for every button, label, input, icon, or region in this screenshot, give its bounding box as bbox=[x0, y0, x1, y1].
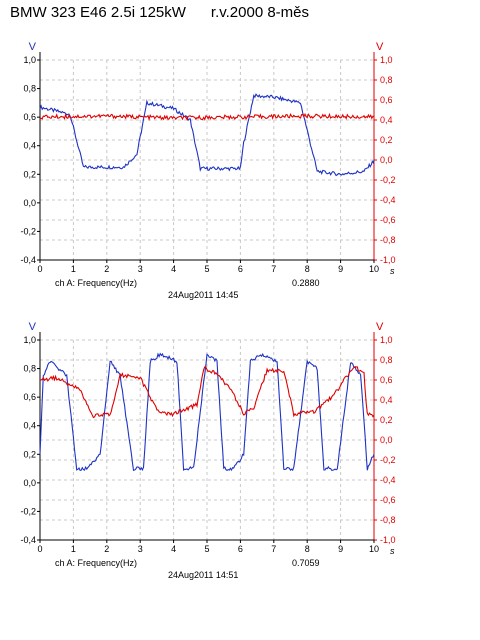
left-tick-label: 0,2 bbox=[23, 449, 36, 459]
left-tick-label: 0,4 bbox=[23, 421, 36, 431]
blue-signal-trace bbox=[39, 352, 375, 472]
right-tick-label: -0,4 bbox=[380, 195, 396, 205]
right-tick-label: 0,8 bbox=[380, 355, 393, 365]
right-tick-label: 0,6 bbox=[380, 375, 393, 385]
right-tick-label: -0,2 bbox=[380, 175, 396, 185]
left-tick-label: 0,4 bbox=[23, 141, 36, 151]
x-tick-label: 7 bbox=[271, 544, 276, 554]
right-tick-label: -0,4 bbox=[380, 475, 396, 485]
right-tick-label: 0,2 bbox=[380, 135, 393, 145]
left-axis-unit: V bbox=[29, 321, 37, 333]
right-axis-unit: V bbox=[376, 41, 384, 53]
x-tick-label: 4 bbox=[171, 544, 176, 554]
red-signal-trace bbox=[39, 112, 375, 122]
right-tick-label: 1,0 bbox=[380, 55, 393, 65]
x-tick-label: 1 bbox=[71, 544, 76, 554]
left-tick-label: 0,0 bbox=[23, 478, 36, 488]
timestamp: 24Aug2011 14:45 bbox=[168, 290, 238, 300]
left-tick-label: 0,6 bbox=[23, 112, 36, 122]
right-tick-label: -1,0 bbox=[380, 535, 396, 545]
x-tick-label: 9 bbox=[338, 264, 343, 274]
right-tick-label: -0,6 bbox=[380, 495, 396, 505]
right-tick-label: -0,2 bbox=[380, 455, 396, 465]
blue-signal-trace bbox=[39, 93, 375, 177]
right-axis-unit: V bbox=[376, 321, 384, 333]
x-tick-label: 0 bbox=[37, 264, 42, 274]
x-axis-label: s bbox=[390, 546, 395, 556]
left-tick-label: 0,8 bbox=[23, 364, 36, 374]
x-tick-label: 1 bbox=[71, 264, 76, 274]
x-tick-label: 8 bbox=[305, 264, 310, 274]
readout-value: 0.7059 bbox=[292, 558, 320, 568]
right-tick-label: 0,0 bbox=[380, 435, 393, 445]
right-tick-label: 0,4 bbox=[380, 395, 393, 405]
right-tick-label: 1,0 bbox=[380, 335, 393, 345]
x-tick-label: 10 bbox=[369, 264, 379, 274]
right-tick-label: 0,6 bbox=[380, 95, 393, 105]
right-tick-label: -0,8 bbox=[380, 235, 396, 245]
x-tick-label: 7 bbox=[271, 264, 276, 274]
oscilloscope-plot-1: -0,4 -0,2 0,0 0,2 0,4 0,6 0,8 1,0 -1,0 -0,8 -0,6 -0… bbox=[20, 41, 396, 300]
right-tick-label: 0,0 bbox=[380, 155, 393, 165]
left-tick-label: 0,6 bbox=[23, 392, 36, 402]
left-tick-label: 1,0 bbox=[23, 335, 36, 345]
right-tick-label: 0,2 bbox=[380, 415, 393, 425]
left-tick-label: 0,0 bbox=[23, 198, 36, 208]
x-tick-label: 8 bbox=[305, 544, 310, 554]
page-title: BMW 323 E46 2.5i 125kW r.v.2000 8-měs bbox=[10, 4, 310, 21]
readout-value: 0.2880 bbox=[292, 278, 320, 288]
x-tick-label: 5 bbox=[204, 544, 209, 554]
x-tick-label: 6 bbox=[238, 264, 243, 274]
left-tick-label: -0,4 bbox=[20, 255, 36, 265]
x-tick-label: 2 bbox=[104, 544, 109, 554]
left-tick-label: -0,2 bbox=[20, 506, 36, 516]
red-signal-trace bbox=[39, 366, 375, 419]
left-tick-label: -0,2 bbox=[20, 226, 36, 236]
x-tick-label: 3 bbox=[138, 264, 143, 274]
left-tick-label: 1,0 bbox=[23, 55, 36, 65]
channel-label: ch A: Frequency(Hz) bbox=[55, 558, 137, 568]
x-tick-label: 9 bbox=[338, 544, 343, 554]
right-tick-label: -0,6 bbox=[380, 215, 396, 225]
x-tick-label: 4 bbox=[171, 264, 176, 274]
oscilloscope-plot-2: -0,4 -0,2 0,0 0,2 0,4 0,6 0,8 1,0 -1,0 -0,8 -0,6 -0… bbox=[20, 321, 396, 580]
channel-label: ch A: Frequency(Hz) bbox=[55, 278, 137, 288]
right-tick-label: 0,4 bbox=[380, 115, 393, 125]
left-axis-unit: V bbox=[29, 41, 37, 53]
timestamp: 24Aug2011 14:51 bbox=[168, 570, 238, 580]
left-tick-label: 0,8 bbox=[23, 84, 36, 94]
x-tick-label: 2 bbox=[104, 264, 109, 274]
x-tick-label: 0 bbox=[37, 544, 42, 554]
x-tick-label: 10 bbox=[369, 544, 379, 554]
x-tick-label: 6 bbox=[238, 544, 243, 554]
right-tick-label: -1,0 bbox=[380, 255, 396, 265]
right-tick-label: 0,8 bbox=[380, 75, 393, 85]
left-tick-label: -0,4 bbox=[20, 535, 36, 545]
x-tick-label: 3 bbox=[138, 544, 143, 554]
left-tick-label: 0,2 bbox=[23, 169, 36, 179]
x-tick-label: 5 bbox=[204, 264, 209, 274]
x-axis-label: s bbox=[390, 266, 395, 276]
right-tick-label: -0,8 bbox=[380, 515, 396, 525]
